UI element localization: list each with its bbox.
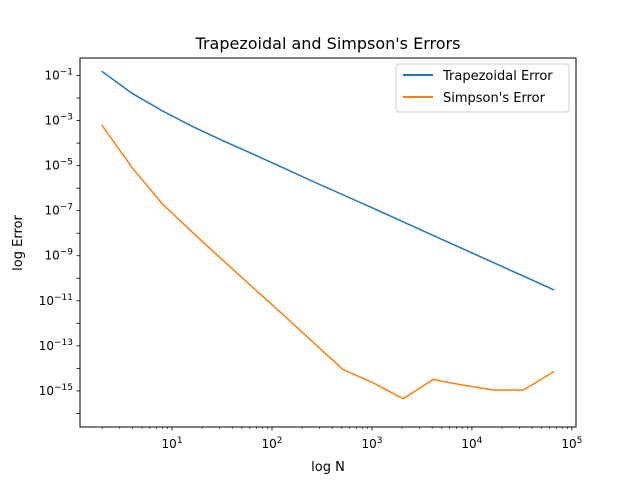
y-tick-exponent: −15 bbox=[54, 383, 73, 393]
y-tick-label: 10−7 bbox=[44, 203, 73, 218]
y-tick-label: 10−15 bbox=[39, 383, 73, 398]
y-tick-base: 10 bbox=[39, 339, 54, 353]
y-tick-exponent: −9 bbox=[60, 248, 74, 258]
y-tick-exponent: −13 bbox=[54, 338, 73, 348]
y-axis-label: log Error bbox=[11, 215, 26, 271]
y-tick-base: 10 bbox=[44, 69, 59, 83]
y-tick-base: 10 bbox=[44, 114, 59, 128]
chart-title: Trapezoidal and Simpson's Errors bbox=[195, 34, 461, 53]
y-tick-base: 10 bbox=[44, 204, 59, 218]
y-tick-label: 10−13 bbox=[39, 338, 73, 353]
x-tick-base: 10 bbox=[561, 437, 576, 451]
x-tick-label: 102 bbox=[261, 436, 282, 451]
y-tick-label: 10−1 bbox=[44, 68, 73, 83]
legend-box bbox=[395, 63, 570, 113]
x-tick-label: 104 bbox=[461, 436, 482, 451]
y-tick-exponent: −1 bbox=[60, 68, 73, 78]
y-tick-exponent: −11 bbox=[54, 293, 73, 303]
legend-label-trapezoidal: Trapezoidal Error bbox=[442, 69, 553, 84]
x-tick-label: 101 bbox=[162, 436, 183, 451]
series-line-simpson bbox=[101, 124, 555, 400]
x-tick-label: 105 bbox=[561, 436, 582, 451]
legend: Trapezoidal Error Simpson's Error bbox=[395, 63, 570, 113]
y-tick-base: 10 bbox=[39, 294, 54, 308]
series-layer bbox=[101, 70, 555, 400]
y-tick-label: 10−3 bbox=[44, 113, 73, 128]
y-tick-base: 10 bbox=[39, 384, 54, 398]
x-tick-exponent: 4 bbox=[477, 436, 483, 446]
x-tick-label: 103 bbox=[361, 436, 382, 451]
x-tick-exponent: 3 bbox=[377, 436, 383, 446]
x-tick-base: 10 bbox=[361, 437, 376, 451]
x-tick-base: 10 bbox=[162, 437, 177, 451]
ticks-layer: 101 102 103 104 10510−110−310−510−710−910−11… bbox=[39, 68, 583, 451]
x-tick-base: 10 bbox=[461, 437, 476, 451]
y-tick-label: 10−11 bbox=[39, 293, 73, 308]
x-axis-label: log N bbox=[311, 460, 345, 475]
x-tick-exponent: 2 bbox=[277, 436, 283, 446]
y-tick-exponent: −5 bbox=[60, 158, 73, 168]
x-tick-base: 10 bbox=[261, 437, 276, 451]
y-tick-label: 10−9 bbox=[44, 248, 73, 263]
series-line-trapezoidal bbox=[101, 70, 555, 291]
x-tick-exponent: 1 bbox=[177, 436, 183, 446]
y-tick-exponent: −3 bbox=[60, 113, 73, 123]
legend-label-simpson: Simpson's Error bbox=[443, 91, 546, 106]
plot-frame bbox=[79, 57, 577, 428]
y-tick-base: 10 bbox=[44, 249, 59, 263]
y-tick-exponent: −7 bbox=[60, 203, 73, 213]
y-tick-base: 10 bbox=[44, 159, 59, 173]
y-tick-label: 10−5 bbox=[44, 158, 73, 173]
x-tick-exponent: 5 bbox=[577, 436, 583, 446]
